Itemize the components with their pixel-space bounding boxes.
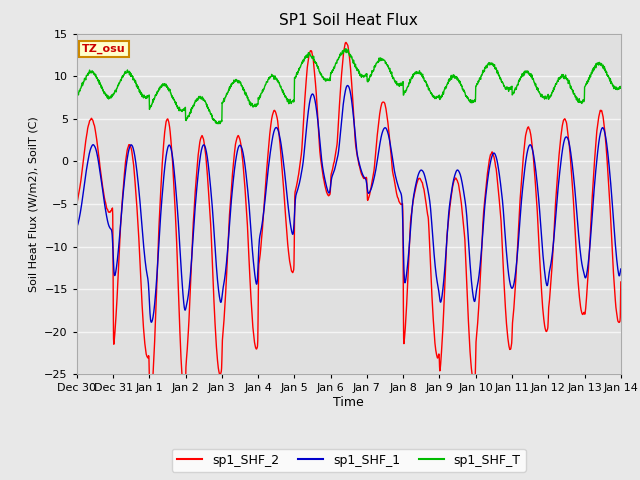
sp1_SHF_1 bbox=[73, 224, 81, 229]
sp1_SHF_T bbox=[338, 52, 346, 58]
sp1_SHF_1 bbox=[323, 186, 331, 192]
sp1_SHF_2 bbox=[146, 404, 154, 409]
sp1_SHF_T bbox=[602, 69, 609, 75]
sp1_SHF_2 bbox=[602, 134, 609, 140]
sp1_SHF_2 bbox=[100, 196, 108, 202]
sp1_SHF_1 bbox=[617, 266, 625, 272]
sp1_SHF_2 bbox=[73, 201, 81, 206]
sp1_SHF_T bbox=[214, 121, 222, 127]
Y-axis label: Soil Heat Flux (W/m2), SoilT (C): Soil Heat Flux (W/m2), SoilT (C) bbox=[29, 116, 38, 292]
sp1_SHF_1 bbox=[338, 117, 346, 123]
sp1_SHF_T bbox=[502, 85, 509, 91]
Line: sp1_SHF_2: sp1_SHF_2 bbox=[77, 42, 621, 407]
sp1_SHF_T bbox=[73, 93, 81, 99]
X-axis label: Time: Time bbox=[333, 396, 364, 409]
sp1_SHF_T bbox=[100, 89, 108, 95]
sp1_SHF_1 bbox=[100, 201, 108, 207]
sp1_SHF_1 bbox=[502, 240, 509, 246]
sp1_SHF_T bbox=[602, 67, 609, 73]
Line: sp1_SHF_T: sp1_SHF_T bbox=[77, 48, 621, 124]
sp1_SHF_1 bbox=[148, 319, 156, 325]
Line: sp1_SHF_1: sp1_SHF_1 bbox=[77, 85, 621, 322]
sp1_SHF_2 bbox=[342, 39, 350, 45]
Title: SP1 Soil Heat Flux: SP1 Soil Heat Flux bbox=[280, 13, 418, 28]
sp1_SHF_1 bbox=[602, 133, 609, 139]
sp1_SHF_T bbox=[323, 76, 331, 82]
sp1_SHF_2 bbox=[617, 279, 625, 285]
sp1_SHF_2 bbox=[323, 191, 331, 196]
Text: TZ_osu: TZ_osu bbox=[82, 44, 126, 54]
sp1_SHF_2 bbox=[602, 137, 609, 143]
sp1_SHF_2 bbox=[338, 72, 346, 77]
sp1_SHF_1 bbox=[344, 83, 351, 88]
sp1_SHF_T bbox=[617, 84, 625, 90]
sp1_SHF_1 bbox=[602, 132, 609, 138]
sp1_SHF_2 bbox=[502, 309, 509, 315]
sp1_SHF_T bbox=[342, 46, 350, 51]
Legend: sp1_SHF_2, sp1_SHF_1, sp1_SHF_T: sp1_SHF_2, sp1_SHF_1, sp1_SHF_T bbox=[172, 449, 525, 472]
